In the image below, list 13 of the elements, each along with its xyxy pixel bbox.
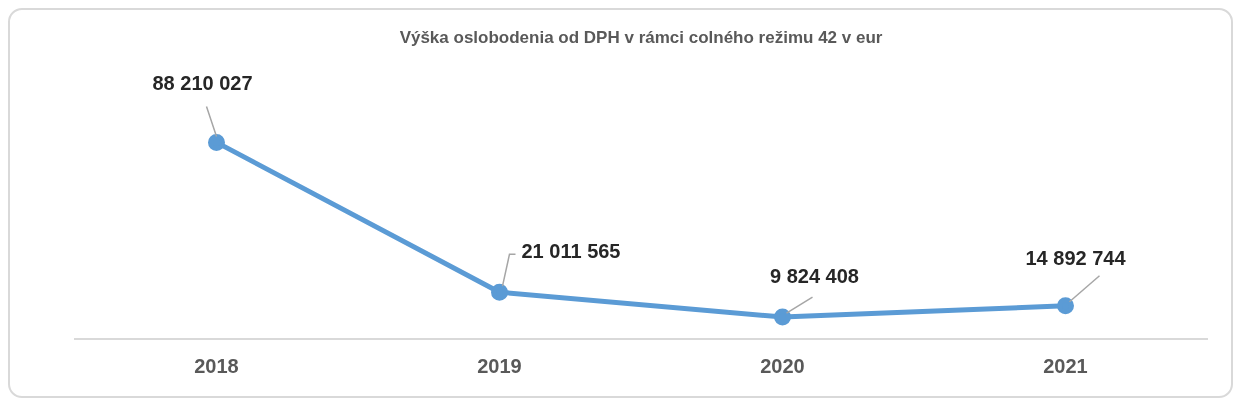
point — [208, 133, 225, 151]
point — [1057, 297, 1074, 315]
point — [774, 308, 791, 326]
x-tick-label: 2020 — [760, 354, 805, 377]
data-label: 88 210 027 — [152, 71, 253, 94]
x-tick-label: 2018 — [194, 354, 239, 377]
chart-title: Výška oslobodenia od DPH v rámci colného režimu 42 v eur — [399, 27, 883, 47]
x-tick-label: 2021 — [1043, 354, 1088, 377]
data-label: 9 824 408 — [770, 264, 859, 287]
data-label: 21 011 565 — [521, 239, 621, 262]
point — [491, 283, 508, 301]
x-tick-label: 2019 — [477, 354, 522, 377]
data-label: 14 892 744 — [1025, 247, 1127, 270]
